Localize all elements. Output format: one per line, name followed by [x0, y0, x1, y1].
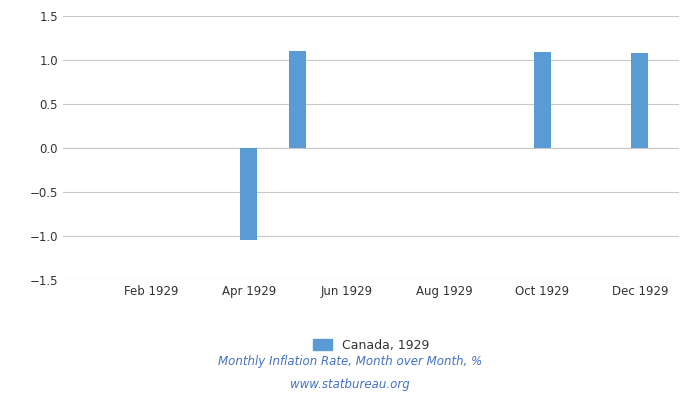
- Bar: [240, 148, 258, 240]
- Bar: [631, 53, 648, 148]
- Text: Monthly Inflation Rate, Month over Month, %: Monthly Inflation Rate, Month over Month…: [218, 356, 482, 368]
- Legend: Canada, 1929: Canada, 1929: [308, 334, 434, 357]
- Text: www.statbureau.org: www.statbureau.org: [290, 378, 410, 391]
- Bar: [289, 51, 306, 148]
- Bar: [533, 52, 551, 148]
